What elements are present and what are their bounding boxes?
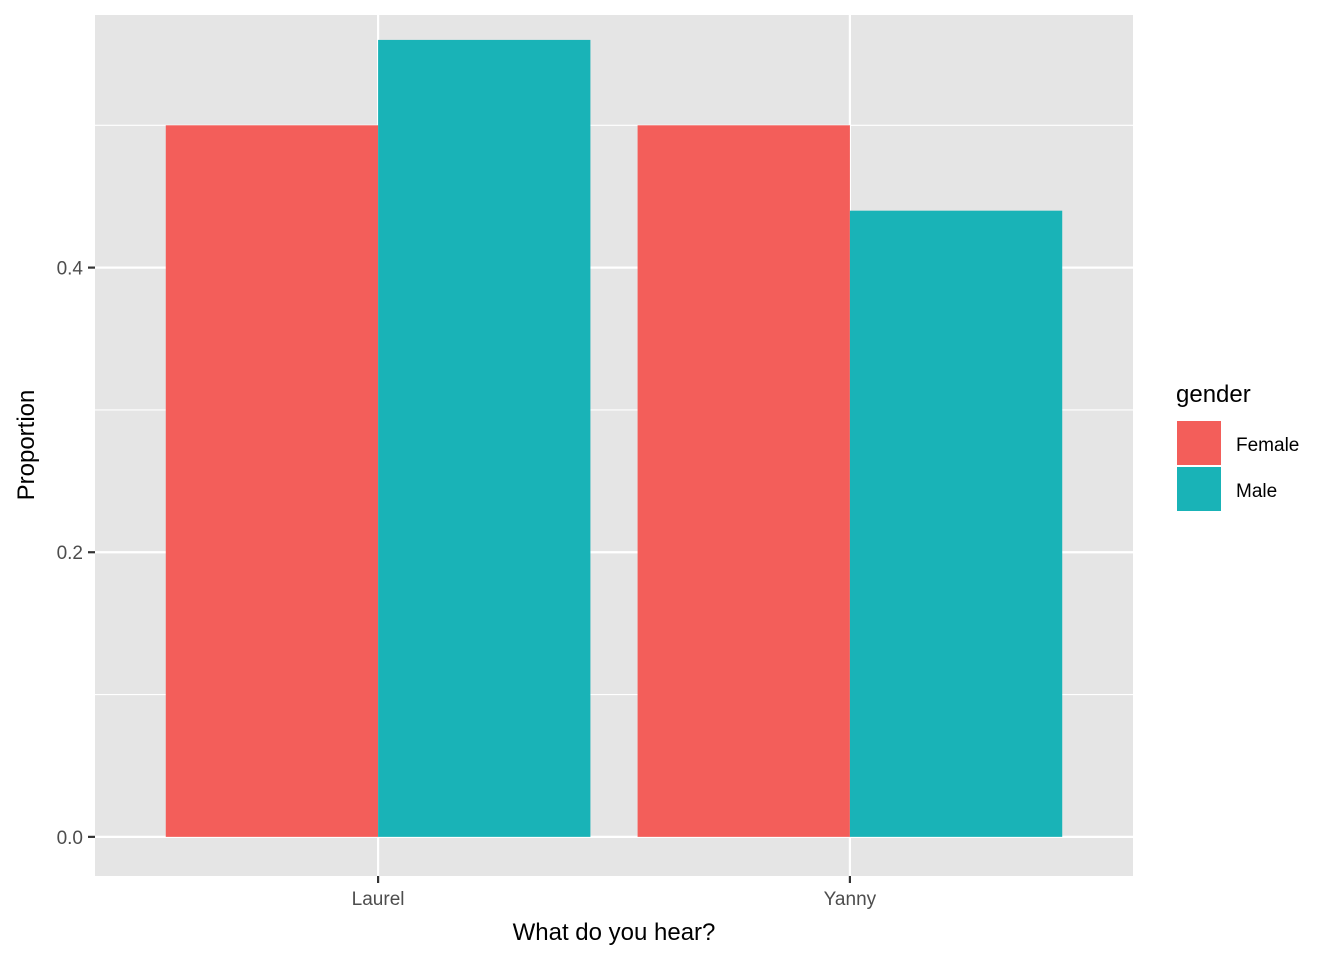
bars-group xyxy=(165,39,1063,837)
x-axis: Laurel Yanny xyxy=(352,876,877,910)
legend-label-female: Female xyxy=(1236,435,1299,456)
y-tick-label-0: 0.0 xyxy=(57,828,83,849)
y-axis: 0.0 0.2 0.4 xyxy=(57,259,95,849)
y-axis-title: Proportion xyxy=(13,390,40,501)
x-axis-title: What do you hear? xyxy=(513,919,716,946)
y-tick-label-2: 0.4 xyxy=(57,259,84,280)
legend-label-male: Male xyxy=(1236,481,1277,502)
legend-title: gender xyxy=(1176,381,1251,408)
x-tick-label-yanny: Yanny xyxy=(824,889,877,910)
bar-laurel-male xyxy=(378,39,591,837)
bar-laurel-female xyxy=(165,125,379,837)
legend: gender Female Male xyxy=(1176,381,1299,511)
x-tick-label-laurel: Laurel xyxy=(352,889,405,910)
legend-key-male xyxy=(1177,467,1221,511)
bar-yanny-male xyxy=(849,210,1063,837)
bar-yanny-female xyxy=(637,125,850,837)
legend-key-female xyxy=(1177,421,1221,465)
y-tick-label-1: 0.2 xyxy=(57,543,83,564)
